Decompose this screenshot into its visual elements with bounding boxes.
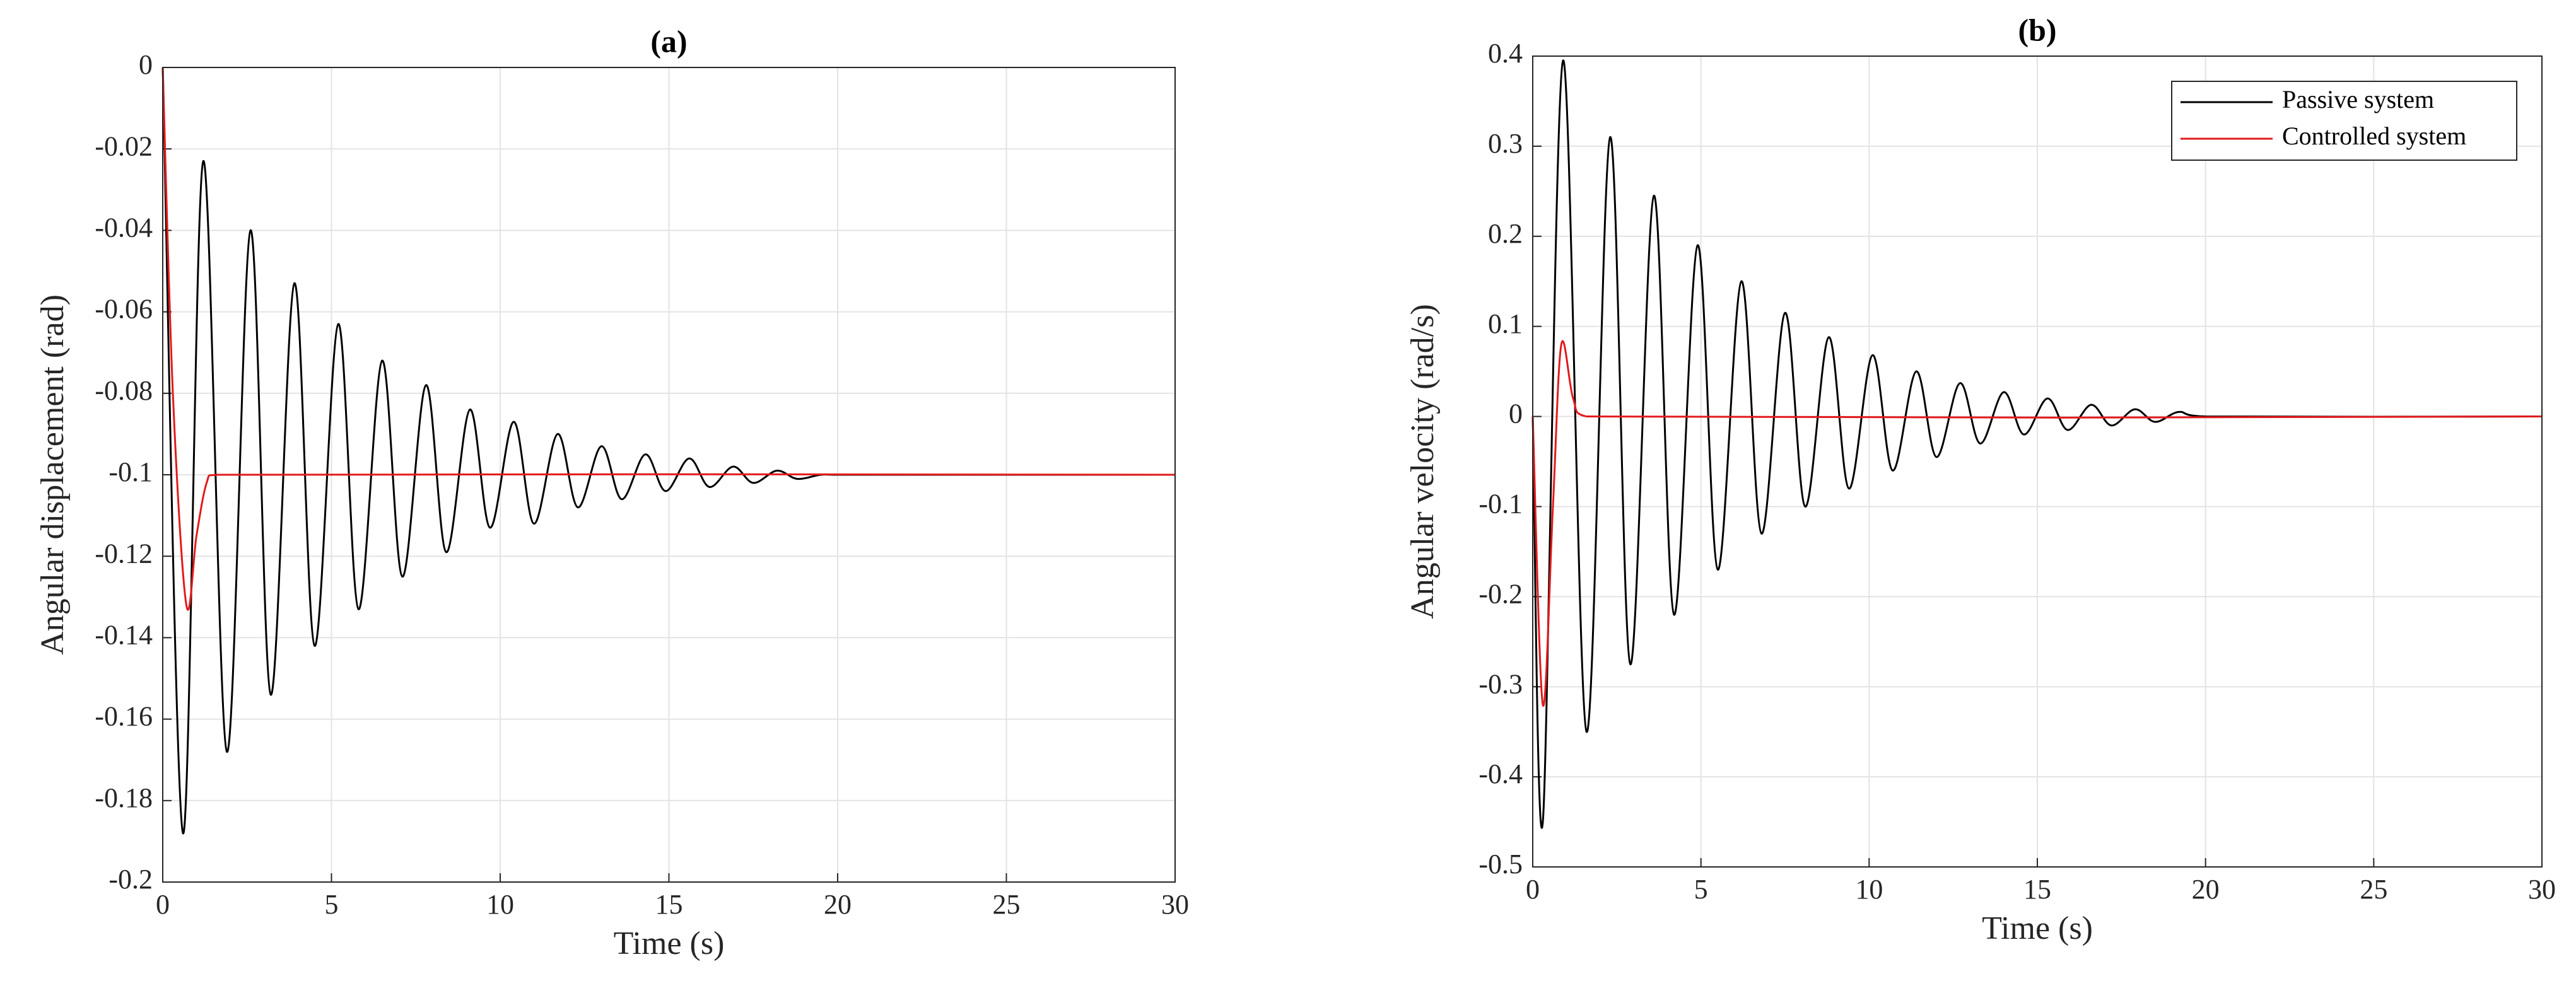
- chart-title: (b): [2018, 12, 2056, 47]
- legend-box: [2171, 81, 2517, 161]
- axes-frame: [162, 67, 1176, 883]
- x-axis-label: Time (s): [1982, 910, 2093, 946]
- x-tick-label: 0: [1526, 874, 1540, 905]
- x-tick-label: 10: [1855, 874, 1883, 905]
- y-tick-label: -0.2: [108, 864, 153, 895]
- y-tick-label: -0.16: [95, 701, 153, 732]
- x-tick-label: 0: [156, 889, 170, 920]
- y-tick-label: 0.3: [1488, 128, 1523, 159]
- x-tick-label: 20: [824, 889, 852, 920]
- y-tick-label: 0.4: [1488, 38, 1523, 69]
- series-line: [1531, 59, 2543, 829]
- x-tick-label: 15: [2023, 874, 2051, 905]
- x-tick-label: 15: [655, 889, 683, 920]
- y-tick-label: -0.14: [95, 619, 153, 650]
- y-tick-label: -0.04: [95, 212, 153, 243]
- x-tick-label: 5: [1694, 874, 1708, 905]
- y-tick-label: -0.12: [95, 538, 153, 569]
- y-tick-label: 0.2: [1488, 218, 1523, 249]
- series-line: [161, 67, 1175, 835]
- y-tick-label: -0.06: [95, 294, 153, 325]
- x-tick-label: 25: [993, 889, 1021, 920]
- y-axis-label: Angular velocity (rad/s): [1405, 304, 1441, 619]
- x-tick-label: 30: [2528, 874, 2556, 905]
- x-tick-label: 5: [325, 889, 339, 920]
- y-axis-label: Angular displacement (rad): [35, 294, 71, 655]
- axes-frame: [1532, 55, 2543, 868]
- y-tick-label: -0.1: [1478, 489, 1523, 520]
- y-tick-label: -0.02: [95, 131, 153, 161]
- x-tick-label: 30: [1161, 889, 1189, 920]
- legend-label: Passive system: [2282, 85, 2434, 113]
- legend-label: Controlled system: [2282, 122, 2466, 150]
- y-tick-label: -0.2: [1478, 578, 1523, 609]
- y-tick-label: -0.5: [1478, 849, 1523, 880]
- y-tick-label: 0: [1509, 398, 1523, 429]
- y-tick-label: -0.18: [95, 782, 153, 813]
- x-tick-label: 25: [2360, 874, 2387, 905]
- x-tick-label: 10: [486, 889, 514, 920]
- series-line: [161, 67, 1176, 611]
- chart-title: (a): [650, 23, 687, 59]
- y-tick-label: -0.08: [95, 375, 153, 406]
- y-tick-label: -0.1: [108, 456, 153, 487]
- y-tick-label: -0.4: [1478, 758, 1523, 789]
- y-tick-label: -0.3: [1478, 668, 1523, 699]
- series-line: [1531, 340, 2543, 707]
- y-tick-label: 0: [139, 49, 153, 80]
- x-tick-label: 20: [2192, 874, 2220, 905]
- y-tick-label: 0.1: [1488, 308, 1523, 339]
- x-axis-label: Time (s): [614, 926, 725, 961]
